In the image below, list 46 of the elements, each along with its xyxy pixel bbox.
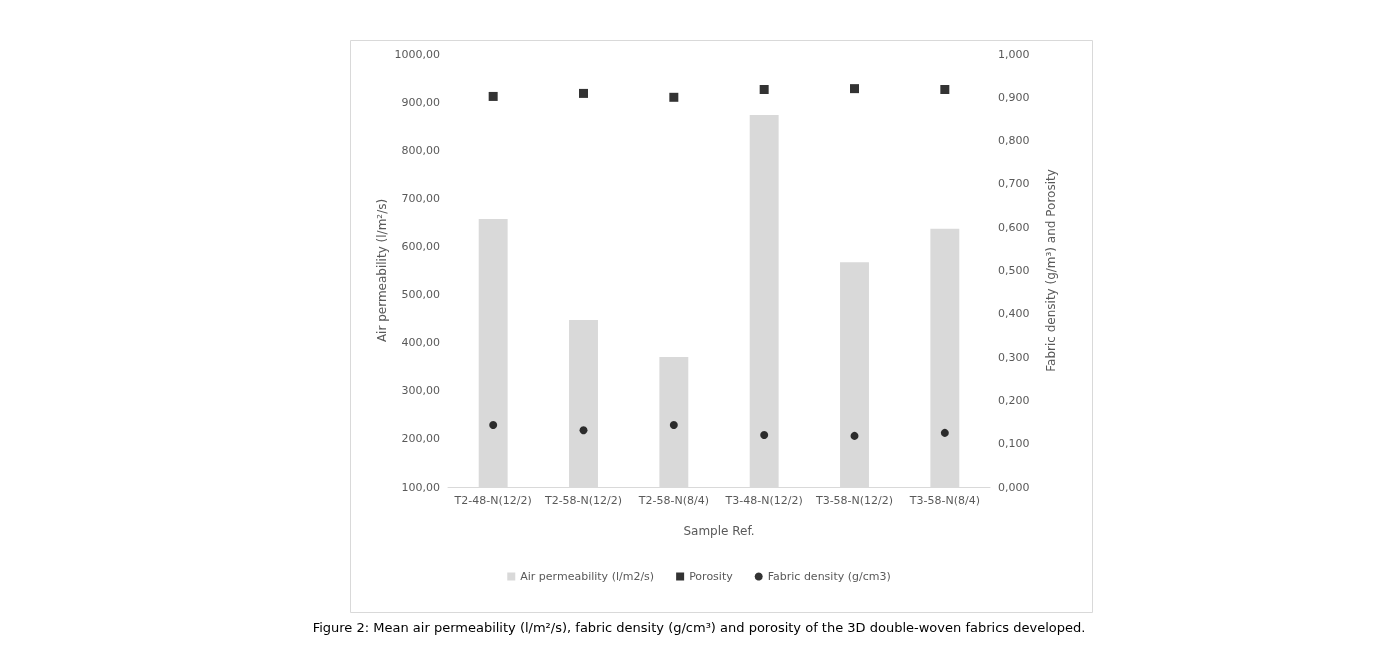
y2-tick-label: 0,000 [998,480,1030,494]
y-tick-label: 900,00 [401,95,440,109]
point [760,431,769,440]
x-tick-label: T2-48-N(12/2) [453,494,532,507]
point [669,421,678,430]
legend-label: Fabric density (g/cm3) [767,570,891,583]
point [579,88,588,98]
y-tick-label: 1000,00 [394,47,440,61]
y-tick-label: 300,00 [401,384,440,398]
x-tick-label: T3-58-N(12/2) [814,494,894,507]
y2-tick-label: 0,800 [998,134,1030,148]
y-axis-title: Air permeability (l/m²/s) [375,198,389,343]
point [940,85,950,95]
y-tick-label: 100,00 [401,480,440,494]
caption: Figure 2: Mean air permeability (l/m²/s), fabric density (g/cm³) and porosity of the 3D double-woven fabrics developed. [312,620,1086,635]
point [850,84,859,94]
point [488,91,498,101]
x-tick-label: T3-58-N(8/4) [908,494,980,507]
point [579,426,588,435]
y2-axis-title: Fabric density (g/m³) and Porosity [1044,169,1058,372]
y2-tick-label: 0,300 [998,350,1030,364]
y2-tick-label: 0,400 [998,307,1030,321]
y2-tick-label: 0,500 [998,264,1030,277]
y-tick-label: 200,00 [401,432,440,446]
y2-tick-label: 0,600 [998,220,1030,234]
y2-tick-label: 0,700 [998,177,1030,191]
point [850,431,859,440]
x-tick-label: T2-58-N(8/4) [637,494,709,507]
y2-tick-label: 0,100 [998,437,1030,451]
x-tick-label: T2-58-N(12/2) [543,494,623,507]
y-tick-label: 600,00 [401,239,440,253]
y-tick-label: 800,00 [401,143,440,157]
y2-tick-label: 1,000 [998,47,1030,61]
y-tick-label: 400,00 [401,336,440,350]
point [489,421,498,430]
y-tick-label: 500,00 [401,288,440,302]
y-tick-label: 700,00 [401,191,440,205]
y2-tick-label: 0,200 [998,393,1030,407]
point [759,85,769,95]
y2-tick-label: 0,900 [998,90,1030,104]
x-tick-label: T3-48-N(12/2) [724,494,803,507]
legend-label: Porosity [689,570,734,583]
point [940,428,949,437]
point [669,92,679,102]
legend-label: Air permeability (l/m2/s) [520,570,655,583]
x-axis-title: Sample Ref. [683,524,755,538]
